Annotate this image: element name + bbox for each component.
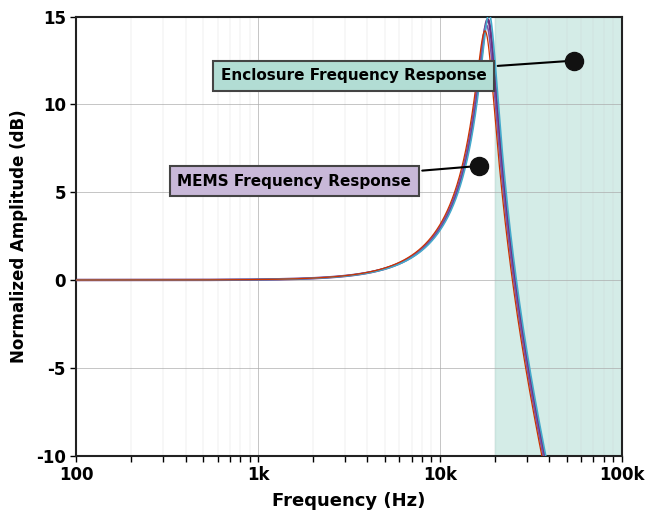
Y-axis label: Normalized Amplitude (dB): Normalized Amplitude (dB) [10,109,27,363]
Bar [494,17,621,456]
Text: Enclosure Frequency Response: Enclosure Frequency Response [221,61,572,83]
X-axis label: Frequency (Hz): Frequency (Hz) [272,492,426,510]
Text: MEMS Frequency Response: MEMS Frequency Response [177,166,477,189]
